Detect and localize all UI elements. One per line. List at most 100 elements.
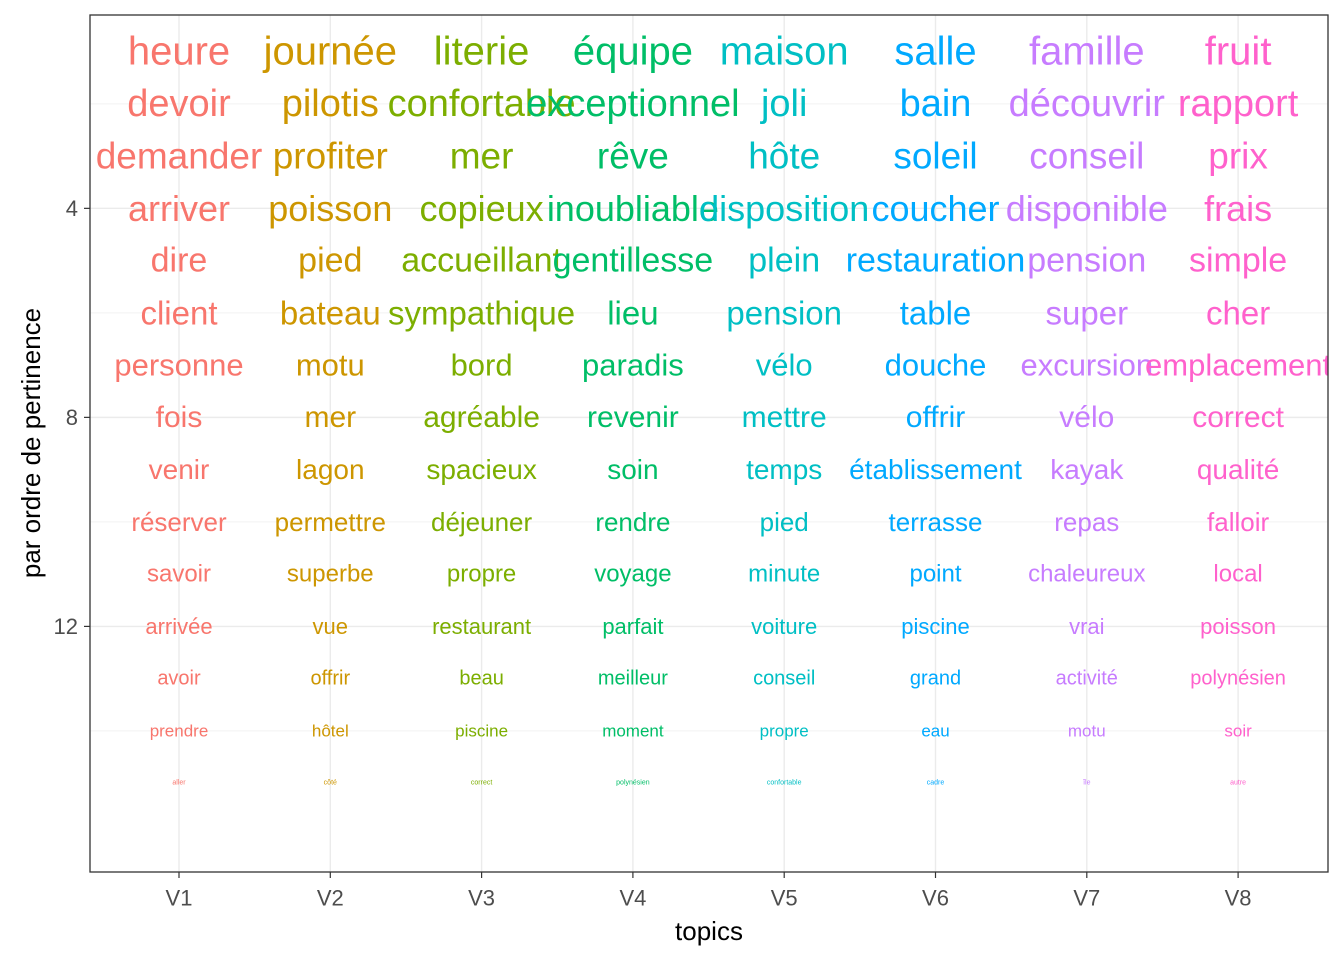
word-label: chaleureux <box>1028 561 1145 588</box>
grid-lines <box>90 15 1328 872</box>
word-label: devoir <box>127 83 231 125</box>
word-label: agréable <box>423 401 540 434</box>
word-label: journée <box>263 30 397 74</box>
word-label: piscine <box>455 721 508 740</box>
word-label: point <box>909 561 961 588</box>
word-label: gentillesse <box>553 242 714 280</box>
word-label: mer <box>304 401 356 434</box>
word-label: pied <box>760 507 809 537</box>
word-label: réserver <box>131 507 227 537</box>
word-label: hôtel <box>312 721 349 740</box>
word-label: lieu <box>607 294 658 331</box>
word-label: disponible <box>1006 188 1168 229</box>
word-label: heure <box>128 30 230 74</box>
word-label: permettre <box>275 507 386 537</box>
word-label: fruit <box>1205 30 1272 74</box>
word-label: dire <box>151 242 208 280</box>
word-label: salle <box>894 30 976 74</box>
word-label: pension <box>1027 242 1146 280</box>
word-label: arrivée <box>145 614 212 639</box>
word-label: kayak <box>1050 454 1124 485</box>
word-label: savoir <box>147 561 211 588</box>
word-label: profiter <box>273 136 388 177</box>
x-tick-label: V2 <box>317 886 344 911</box>
word-label: activité <box>1056 668 1118 690</box>
word-label: exceptionnel <box>526 83 739 125</box>
x-tick-label: V5 <box>771 886 798 911</box>
word-label: douche <box>885 348 987 383</box>
word-label: eau <box>921 721 949 740</box>
word-label: pension <box>726 294 842 331</box>
word-label: île <box>1082 780 1091 787</box>
word-label: bain <box>900 83 972 125</box>
word-label: revenir <box>587 401 679 434</box>
word-label: restaurant <box>432 614 531 639</box>
word-label: conseil <box>1029 136 1144 177</box>
word-label: superbe <box>287 561 374 588</box>
word-label: inoubliable <box>547 188 719 229</box>
word-label: rapport <box>1178 83 1299 125</box>
word-label: polynésien <box>616 780 650 787</box>
plot-panel-border <box>89 14 1329 873</box>
y-tick-label: 12 <box>54 614 78 639</box>
word-label: établissement <box>849 454 1022 485</box>
word-label: grand <box>910 668 961 690</box>
word-label: arriver <box>128 188 230 229</box>
word-label: pilotis <box>282 83 379 125</box>
word-label: falloir <box>1207 507 1269 537</box>
word-label: spacieux <box>426 454 537 485</box>
x-tick-label: V4 <box>619 886 646 911</box>
x-axis-title: topics <box>675 916 743 946</box>
word-label: table <box>900 294 972 331</box>
plot-panel-background <box>90 15 1328 872</box>
word-label: offrir <box>906 401 965 434</box>
word-label: famille <box>1029 30 1145 74</box>
word-label: soir <box>1224 721 1252 740</box>
word-label: découvrir <box>1009 83 1166 125</box>
word-label: conseil <box>753 668 815 690</box>
word-label: client <box>140 294 217 331</box>
word-label: beau <box>459 668 504 690</box>
word-label: cadre <box>927 780 945 787</box>
word-label: vrai <box>1069 614 1104 639</box>
word-label: coucher <box>871 188 999 229</box>
word-label: propre <box>447 561 516 588</box>
word-label: personne <box>114 348 243 383</box>
word-label: accueillant <box>401 242 562 280</box>
y-tick-label: 8 <box>66 405 78 430</box>
y-tick-label: 4 <box>66 196 78 221</box>
word-label: prix <box>1208 136 1268 177</box>
word-label: disposition <box>699 188 869 229</box>
word-label: motu <box>1068 721 1106 740</box>
word-label: propre <box>760 721 809 740</box>
x-tick-label: V7 <box>1073 886 1100 911</box>
word-label: bord <box>451 348 513 383</box>
word-label: côté <box>324 780 337 787</box>
word-label: venir <box>149 454 210 485</box>
word-label: vélo <box>1059 401 1114 434</box>
word-label: qualité <box>1197 454 1280 485</box>
word-label: parfait <box>602 614 663 639</box>
word-label: emplacement <box>1145 348 1331 383</box>
word-label: minute <box>748 561 820 588</box>
word-label: plein <box>748 242 820 280</box>
word-label: literie <box>434 30 530 74</box>
word-label: piscine <box>901 614 969 639</box>
word-label: lagon <box>296 454 365 485</box>
word-label: excursion <box>1020 348 1153 383</box>
word-label: maison <box>720 30 849 74</box>
word-label: hôte <box>748 136 820 177</box>
word-label: autre <box>1230 780 1246 787</box>
word-label: confortable <box>767 780 802 787</box>
word-label: rêve <box>597 136 669 177</box>
x-tick-label: V6 <box>922 886 949 911</box>
word-label: cher <box>1206 294 1270 331</box>
word-label: poisson <box>1200 614 1276 639</box>
word-label: soin <box>607 454 658 485</box>
word-label: temps <box>746 454 822 485</box>
word-label: rendre <box>595 507 670 537</box>
word-label: moment <box>602 721 664 740</box>
word-label: bateau <box>280 294 381 331</box>
word-label: soleil <box>893 136 977 177</box>
word-label: paradis <box>582 348 684 383</box>
